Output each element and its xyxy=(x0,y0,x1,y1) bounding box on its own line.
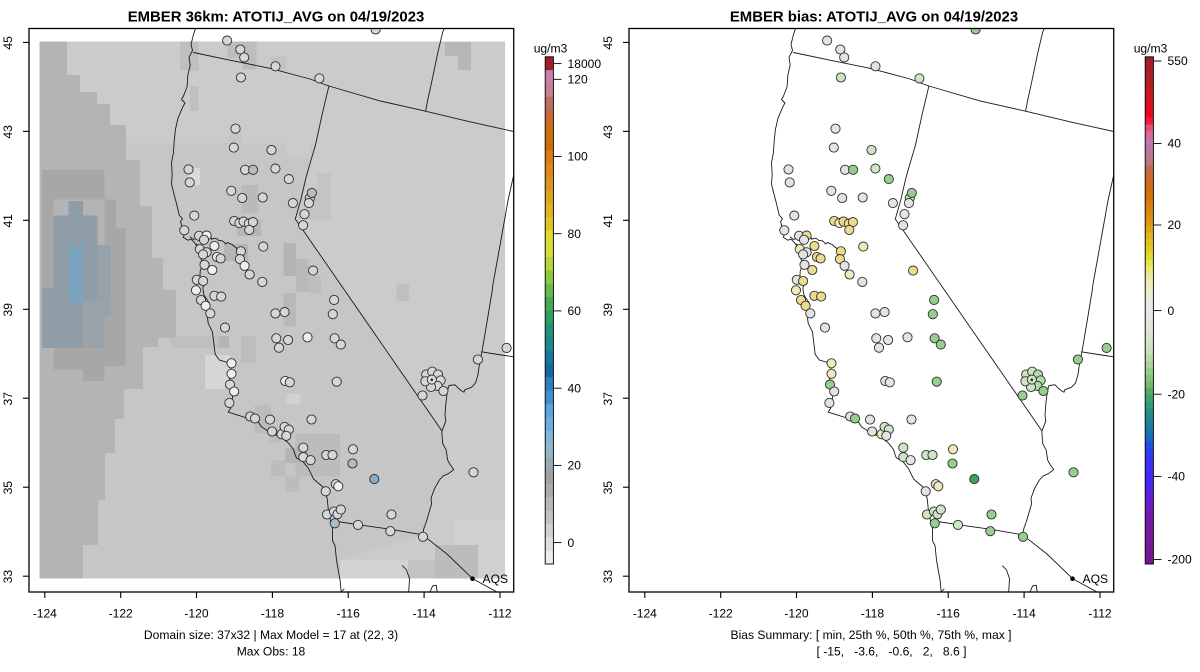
svg-text:[ -15, -3.6, -0.6, 2,: [ -15, -3.6, -0.6, 2, 8.6 ] xyxy=(817,645,967,659)
svg-text:40: 40 xyxy=(1168,137,1182,151)
svg-text:45: 45 xyxy=(601,36,615,50)
svg-text:100: 100 xyxy=(568,150,588,164)
svg-text:60: 60 xyxy=(568,304,582,318)
svg-text:0: 0 xyxy=(1168,304,1175,318)
svg-text:33: 33 xyxy=(601,570,615,584)
svg-text:Max Obs: 18: Max Obs: 18 xyxy=(237,645,306,659)
svg-text:-20: -20 xyxy=(1168,387,1186,401)
svg-text:550: 550 xyxy=(1168,54,1188,68)
svg-text:Bias Summary: [ min, 25th %, 5: Bias Summary: [ min, 25th %, 50th %, 75t… xyxy=(731,628,1012,642)
svg-text:35: 35 xyxy=(601,481,615,495)
svg-text:-124: -124 xyxy=(33,607,57,621)
svg-text:-116: -116 xyxy=(937,607,961,621)
svg-text:45: 45 xyxy=(1,36,15,50)
svg-text:43: 43 xyxy=(601,125,615,139)
svg-text:37: 37 xyxy=(601,392,615,406)
svg-text:EMBER bias: ATOTIJ_AVG on 04/1: EMBER bias: ATOTIJ_AVG on 04/19/2023 xyxy=(730,9,1018,25)
svg-text:20: 20 xyxy=(568,459,582,473)
svg-text:35: 35 xyxy=(1,481,15,495)
svg-text:-114: -114 xyxy=(412,607,436,621)
svg-text:ug/m3: ug/m3 xyxy=(1134,42,1168,56)
svg-text:39: 39 xyxy=(601,303,615,317)
svg-text:-200: -200 xyxy=(1168,553,1192,567)
svg-text:AQS: AQS xyxy=(483,572,509,586)
svg-text:43: 43 xyxy=(1,125,15,139)
svg-text:-114: -114 xyxy=(1012,607,1036,621)
svg-text:-112: -112 xyxy=(488,607,512,621)
svg-text:39: 39 xyxy=(1,303,15,317)
svg-text:-118: -118 xyxy=(861,607,885,621)
svg-text:-122: -122 xyxy=(109,607,133,621)
svg-text:-124: -124 xyxy=(633,607,657,621)
svg-text:Domain size: 37x32 | Max Model: Domain size: 37x32 | Max Model = 17 at (… xyxy=(144,628,398,642)
svg-text:33: 33 xyxy=(1,570,15,584)
svg-text:37: 37 xyxy=(1,392,15,406)
svg-text:ug/m3: ug/m3 xyxy=(534,42,568,56)
svg-text:40: 40 xyxy=(568,381,582,395)
svg-text:41: 41 xyxy=(1,214,15,228)
svg-text:AQS: AQS xyxy=(1083,572,1109,586)
svg-text:EMBER 36km: ATOTIJ_AVG on 04/1: EMBER 36km: ATOTIJ_AVG on 04/19/2023 xyxy=(128,9,425,25)
svg-text:80: 80 xyxy=(568,227,582,241)
svg-text:41: 41 xyxy=(601,214,615,228)
svg-text:20: 20 xyxy=(1168,218,1182,232)
svg-text:0: 0 xyxy=(568,536,575,550)
svg-text:-120: -120 xyxy=(784,607,808,621)
svg-text:-112: -112 xyxy=(1088,607,1112,621)
svg-text:-116: -116 xyxy=(337,607,361,621)
svg-text:120: 120 xyxy=(568,73,588,87)
svg-text:-118: -118 xyxy=(261,607,285,621)
svg-text:18000: 18000 xyxy=(568,57,602,71)
svg-text:-40: -40 xyxy=(1168,470,1186,484)
svg-text:-120: -120 xyxy=(184,607,208,621)
svg-text:-122: -122 xyxy=(709,607,733,621)
